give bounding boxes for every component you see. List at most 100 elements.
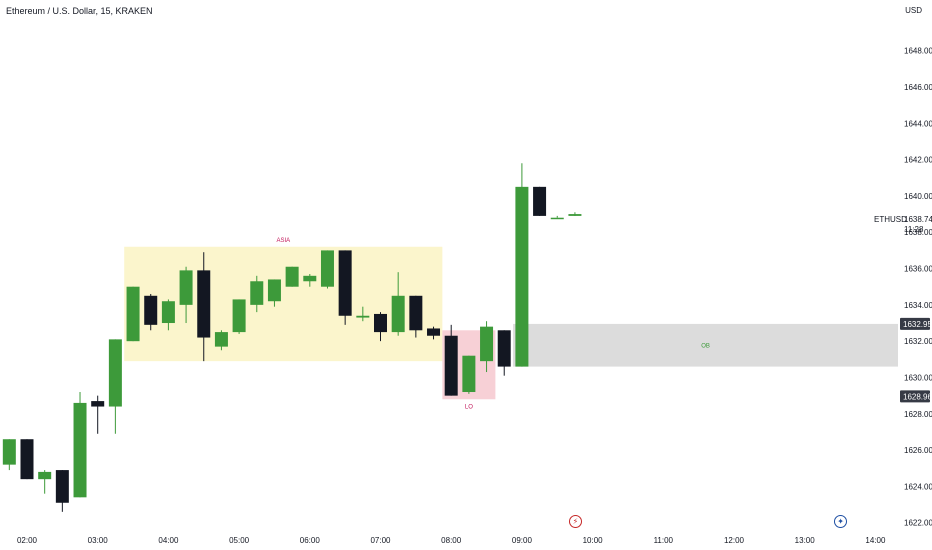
candle — [409, 295, 423, 338]
price-tick-label: 1644.00 — [904, 119, 932, 128]
candle-body — [374, 313, 387, 333]
candle — [568, 212, 582, 216]
candle — [550, 215, 564, 220]
candle-body — [338, 250, 352, 316]
lightning-icon[interactable]: ⚡ — [568, 515, 582, 528]
candle — [38, 470, 52, 494]
candle — [197, 252, 211, 362]
candle-body — [126, 286, 140, 342]
candle-body — [179, 270, 193, 305]
candle — [497, 330, 511, 376]
price-tick-label: 1626.00 — [904, 446, 932, 455]
candle-body — [73, 402, 87, 498]
time-tick-label: 08:00 — [441, 536, 462, 545]
candle-body — [214, 332, 228, 347]
candle-body — [462, 355, 476, 393]
price-axis: 1622.00 1624.00 1626.00 1628.00 1630.00 1632.… — [904, 47, 932, 528]
candle-body — [391, 295, 405, 333]
candle-body — [38, 471, 52, 480]
candle-body — [409, 295, 423, 331]
candle-body — [285, 266, 299, 287]
time-axis: 02:00 03:00 04:00 05:00 06:00 07:00 08:00 09:00… — [17, 536, 886, 545]
candle-body — [515, 186, 529, 367]
candle-body — [550, 217, 564, 220]
candle-body — [356, 315, 370, 318]
candle — [55, 470, 69, 512]
time-tick-label: 14:00 — [865, 536, 886, 545]
candle-body — [320, 250, 334, 287]
candle — [320, 250, 334, 289]
candle-body — [161, 301, 175, 324]
zone-asia — [124, 246, 443, 362]
candle — [20, 439, 34, 480]
candle — [356, 306, 370, 322]
candle — [250, 275, 264, 313]
price-tick-label: 1632.00 — [904, 337, 932, 346]
price-tick-label: 1646.00 — [904, 83, 932, 92]
candle — [515, 163, 529, 367]
price-tick-label: 1628.00 — [904, 410, 932, 419]
time-tick-label: 03:00 — [88, 536, 109, 545]
zone-label-asia: ASIA — [276, 238, 290, 244]
candles-layer — [2, 163, 582, 512]
candle-body — [144, 295, 158, 325]
price-badge-label: 1628.96 — [903, 392, 932, 401]
candle — [480, 321, 494, 373]
price-tick-label: 1636.00 — [904, 265, 932, 274]
candle — [214, 330, 228, 351]
candle-body — [267, 279, 281, 302]
candle — [391, 272, 405, 336]
price-badges: 1632.95 1628.96 — [900, 317, 932, 403]
zone-ob — [513, 323, 898, 367]
price-tick-label: 1640.00 — [904, 192, 932, 201]
price-tick-label: 1624.00 — [904, 482, 932, 491]
candle-body — [2, 439, 16, 465]
candle-body — [108, 339, 122, 407]
time-tick-label: 07:00 — [370, 536, 391, 545]
candle — [232, 299, 246, 334]
candle — [91, 395, 105, 434]
time-tick-label: 10:00 — [583, 536, 604, 545]
candle — [303, 274, 317, 287]
symbol-price: 1638.74 — [904, 215, 932, 224]
candle — [2, 439, 16, 471]
candle — [73, 392, 87, 498]
time-tick-label: 06:00 — [300, 536, 321, 545]
candle-body — [20, 439, 34, 480]
time-tick-label: 12:00 — [724, 536, 745, 545]
price-tick-label: 1622.00 — [904, 519, 932, 528]
candle — [533, 186, 547, 216]
time-tick-label: 11:00 — [654, 536, 674, 545]
time-tick-label: 05:00 — [229, 536, 250, 545]
time-tick-label: 09:00 — [512, 536, 533, 545]
candle-body — [444, 335, 458, 396]
price-badge-bg — [900, 390, 930, 403]
price-badge-label: 1632.95 — [903, 320, 932, 329]
time-tick-label: 13:00 — [795, 536, 816, 545]
price-tick-label: 1642.00 — [904, 156, 932, 165]
candle — [285, 266, 299, 287]
us-flag-icon[interactable]: ✦ — [834, 515, 848, 528]
chart-title: Ethereum / U.S. Dollar, 15, KRAKEN — [6, 6, 153, 16]
candle-body — [568, 214, 582, 216]
candle — [267, 279, 281, 307]
candle-body — [197, 270, 211, 338]
candle — [144, 293, 158, 331]
zones-layer: ASIA LO OB — [124, 238, 898, 410]
price-tick-label: 1630.00 — [904, 373, 932, 382]
candle — [462, 355, 476, 394]
candle — [179, 266, 193, 324]
price-tick-label: 1648.00 — [904, 47, 932, 56]
candle-body — [480, 326, 494, 362]
candle-body — [427, 328, 441, 336]
time-tick-label: 04:00 — [158, 536, 179, 545]
candle — [444, 324, 458, 396]
currency-label: USD — [905, 6, 922, 15]
zone-label-ob: OB — [701, 343, 710, 349]
candle — [338, 250, 352, 325]
price-tick-label: 1638.00 — [904, 228, 932, 237]
candle-body — [533, 186, 547, 216]
candle — [374, 312, 387, 342]
candle — [108, 339, 122, 434]
